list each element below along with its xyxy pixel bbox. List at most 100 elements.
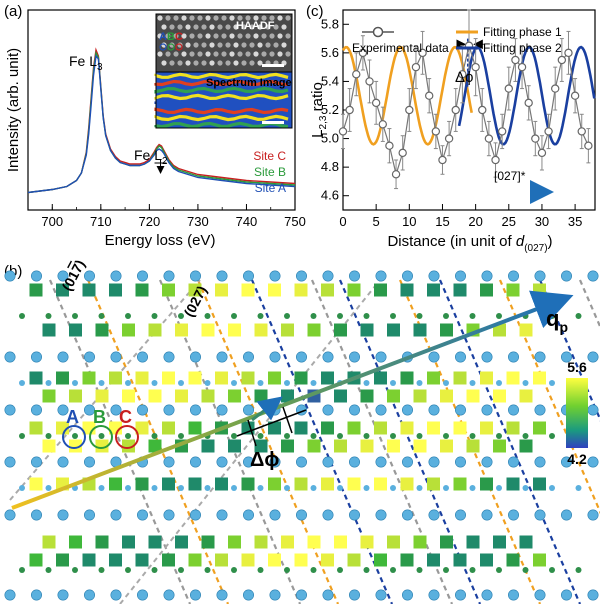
atom bbox=[587, 351, 599, 363]
ratio-square bbox=[347, 477, 361, 491]
ratio-square bbox=[533, 283, 546, 297]
atom-small bbox=[178, 380, 184, 386]
ratio-square bbox=[29, 283, 43, 297]
experimental-point bbox=[531, 134, 540, 143]
atom-small bbox=[204, 567, 211, 573]
experimental-line bbox=[342, 43, 589, 177]
experimental-point bbox=[411, 62, 421, 72]
ratio-square bbox=[374, 371, 387, 385]
atom-small bbox=[257, 485, 264, 491]
ratio-square bbox=[294, 477, 308, 491]
atom bbox=[30, 456, 42, 468]
ratio-square bbox=[162, 283, 175, 297]
panel-label-c: (c) bbox=[306, 3, 324, 20]
ratio-square bbox=[466, 535, 480, 549]
atom-small bbox=[284, 313, 290, 319]
c-ytick-label: 4.6 bbox=[321, 188, 339, 203]
ratio-square bbox=[480, 477, 493, 491]
atom bbox=[295, 270, 307, 282]
atom bbox=[163, 270, 175, 282]
experimental-point bbox=[398, 148, 407, 158]
atom-small bbox=[19, 380, 25, 386]
atom bbox=[269, 456, 281, 468]
atom bbox=[57, 509, 69, 521]
ratio-square bbox=[480, 553, 493, 567]
atom bbox=[137, 589, 149, 601]
atom-small bbox=[284, 433, 290, 439]
ratio-square bbox=[519, 389, 533, 403]
experimental-point bbox=[338, 127, 348, 136]
c-xtick-label: 35 bbox=[568, 214, 582, 229]
atom bbox=[348, 270, 360, 282]
atom-small bbox=[151, 567, 158, 573]
atom-small bbox=[337, 313, 343, 319]
a-xtick-label: 730 bbox=[187, 214, 209, 229]
ratio-square bbox=[519, 323, 533, 337]
atom-small bbox=[178, 485, 184, 491]
atom-small bbox=[151, 380, 158, 386]
atom-small bbox=[549, 433, 555, 439]
inset-site-a: A bbox=[159, 31, 167, 43]
ratio-square bbox=[201, 439, 215, 453]
atom bbox=[30, 351, 42, 363]
ratio-square bbox=[29, 477, 43, 491]
atom bbox=[560, 509, 572, 521]
ratio-square bbox=[480, 283, 493, 297]
ratio-square bbox=[307, 323, 321, 337]
ratio-square bbox=[175, 389, 188, 403]
a-xtick-label: 710 bbox=[90, 214, 112, 229]
atom-small bbox=[151, 313, 158, 319]
atom bbox=[4, 404, 16, 416]
atom bbox=[163, 456, 175, 468]
atom-small bbox=[284, 567, 290, 573]
experimental-point bbox=[438, 155, 447, 165]
ratio-square bbox=[387, 535, 400, 549]
atom-small bbox=[98, 485, 105, 491]
ratio-square bbox=[29, 421, 43, 435]
ratio-square bbox=[400, 283, 414, 297]
ratio-square bbox=[228, 389, 241, 403]
lattice-atoms bbox=[4, 270, 599, 601]
atom-small bbox=[416, 433, 423, 439]
atom-small bbox=[45, 313, 52, 319]
ratio-square bbox=[241, 371, 255, 385]
atom bbox=[481, 270, 493, 282]
ratio-square bbox=[215, 477, 228, 491]
atom bbox=[587, 509, 599, 521]
atom bbox=[84, 404, 96, 416]
atom bbox=[401, 589, 413, 601]
atom bbox=[587, 404, 599, 416]
atom-small bbox=[310, 567, 317, 573]
atom bbox=[137, 509, 149, 521]
atom-small bbox=[416, 313, 423, 319]
panel-c-xlabel: Distance (in unit of d(027)) bbox=[387, 233, 552, 254]
atom bbox=[57, 270, 69, 282]
atom bbox=[322, 509, 334, 521]
experimental-point bbox=[345, 105, 354, 115]
ratio-square bbox=[188, 371, 202, 385]
a-xtick-label: 750 bbox=[284, 214, 306, 229]
ratio-square bbox=[533, 371, 546, 385]
atom bbox=[507, 404, 519, 416]
ratio-square bbox=[453, 421, 467, 435]
ratio-square bbox=[506, 371, 520, 385]
atom bbox=[57, 456, 69, 468]
atom-small bbox=[522, 433, 529, 439]
ratio-square bbox=[42, 535, 56, 549]
ratio-square bbox=[148, 535, 162, 549]
experimental-point bbox=[577, 127, 586, 136]
ratio-square bbox=[334, 389, 347, 403]
ratio-square bbox=[268, 371, 281, 385]
atom bbox=[560, 270, 572, 282]
ratio-square bbox=[374, 283, 387, 297]
delta-phi-bracket bbox=[236, 409, 307, 437]
ratio-square bbox=[387, 323, 400, 337]
ratio-square bbox=[188, 553, 202, 567]
atom-small bbox=[231, 433, 237, 439]
atom-small bbox=[151, 433, 158, 439]
atom-small bbox=[284, 380, 290, 386]
ratio-square bbox=[135, 553, 149, 567]
atom bbox=[428, 509, 440, 521]
c-ytick-label: 5.0 bbox=[321, 131, 339, 146]
atom bbox=[84, 509, 96, 521]
